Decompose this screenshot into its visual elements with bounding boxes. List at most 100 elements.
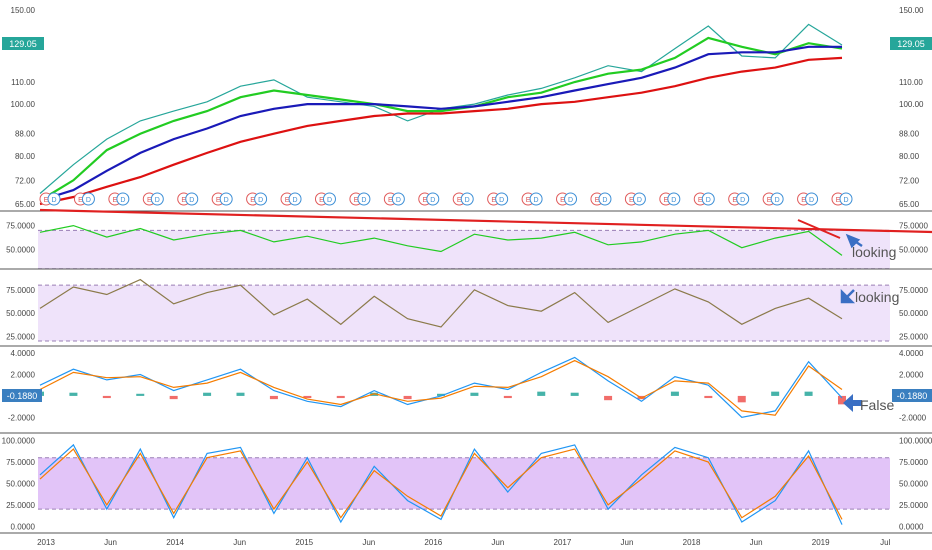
- x-tick-label: Jul: [880, 538, 890, 547]
- y-tick-label-left: 80.00: [15, 152, 36, 161]
- earnings-marker-label: E: [560, 197, 565, 204]
- series-line: [39, 443, 843, 525]
- annotation-looking-2[interactable]: looking: [840, 288, 899, 305]
- dividend-marker-label: D: [568, 197, 573, 204]
- dividend-marker-label: D: [671, 197, 676, 204]
- y-tick-label-left: 75.0000: [6, 286, 35, 295]
- last-price-tag-right-bg: [890, 37, 932, 50]
- dividend-marker[interactable]: [288, 192, 302, 206]
- dividend-marker[interactable]: [529, 192, 543, 206]
- histogram-bar: [771, 391, 780, 396]
- x-tick-label: 2018: [683, 538, 701, 547]
- dividend-marker[interactable]: [47, 192, 61, 206]
- earnings-marker-label: E: [457, 197, 462, 204]
- y-tick-label-left: 75.0000: [6, 458, 35, 467]
- earnings-marker-label: E: [44, 197, 49, 204]
- rsi-trendline-short[interactable]: [797, 219, 841, 239]
- series-line: [39, 356, 843, 418]
- histogram-bar: [136, 393, 145, 396]
- earnings-marker-label: E: [491, 197, 496, 204]
- dividend-marker[interactable]: [839, 192, 853, 206]
- dividend-marker-label: D: [809, 197, 814, 204]
- dividend-marker-label: D: [843, 197, 848, 204]
- dividend-marker[interactable]: [116, 192, 130, 206]
- histogram-bar: [470, 392, 479, 396]
- histogram-bar: [704, 395, 713, 399]
- annotation-false[interactable]: False: [843, 394, 894, 413]
- dividend-marker[interactable]: [805, 192, 819, 206]
- dividend-marker[interactable]: [185, 192, 199, 206]
- dividend-marker-label: D: [189, 197, 194, 204]
- y-tick-label-left: 25.0000: [6, 332, 35, 341]
- y-tick-label-right: 100.0000: [899, 437, 932, 446]
- x-tick-label: 2014: [166, 538, 184, 547]
- dividend-marker-label: D: [293, 197, 298, 204]
- y-tick-label-right: 88.00: [899, 130, 920, 139]
- earnings-marker-label: E: [147, 197, 152, 204]
- arrow-icon: [840, 288, 856, 304]
- earnings-marker-label: E: [181, 197, 186, 204]
- dividend-marker[interactable]: [632, 192, 646, 206]
- series-line: [39, 224, 843, 256]
- dividend-marker-label: D: [86, 197, 91, 204]
- histogram-bar: [604, 395, 613, 401]
- earnings-marker-label: E: [732, 197, 737, 204]
- histogram-bar: [102, 395, 111, 399]
- dividend-marker-label: D: [361, 197, 366, 204]
- dividend-marker[interactable]: [426, 192, 440, 206]
- histogram-bar: [69, 392, 78, 396]
- stochastic-pane[interactable]: 100.0000 100.0000 75.0000 75.0000 50.0000 50.…: [2, 437, 932, 532]
- dividend-marker[interactable]: [391, 192, 405, 206]
- annotation-looking-1-text: looking: [852, 244, 896, 260]
- y-tick-label-left: 150.00: [11, 6, 36, 15]
- rsi-trendline-long[interactable]: [39, 208, 932, 234]
- annotation-looking-2-text: looking: [855, 289, 899, 305]
- y-tick-label-right: 2.0000: [899, 371, 924, 380]
- dividend-marker[interactable]: [254, 192, 268, 206]
- oscillator-pane[interactable]: 75.0000 75.0000 50.0000 50.0000 25.0000 25.00…: [6, 278, 928, 342]
- dividend-marker[interactable]: [357, 192, 371, 206]
- y-tick-label-right: 25.0000: [899, 501, 928, 510]
- dividend-marker-label: D: [465, 197, 470, 204]
- histogram-bar: [804, 391, 813, 396]
- annotation-looking-1[interactable]: looking: [845, 233, 896, 260]
- dividend-marker[interactable]: [150, 192, 164, 206]
- y-tick-label-left: 50.0000: [6, 479, 35, 488]
- earnings-marker-label: E: [285, 197, 290, 204]
- dividend-marker[interactable]: [495, 192, 509, 206]
- x-tick-label: 2017: [554, 538, 572, 547]
- dividend-marker[interactable]: [564, 192, 578, 206]
- dividend-marker[interactable]: [322, 192, 336, 206]
- y-tick-label-right: 72.00: [899, 176, 920, 185]
- earnings-marker-label: E: [319, 197, 324, 204]
- dividend-marker[interactable]: [219, 192, 233, 206]
- earnings-marker-label: E: [388, 197, 393, 204]
- x-tick-label: Jun: [233, 538, 246, 547]
- dividend-marker[interactable]: [736, 192, 750, 206]
- y-tick-label-left: 2.0000: [11, 371, 36, 380]
- series-line: [39, 278, 843, 328]
- y-tick-label-left: 88.00: [15, 130, 36, 139]
- histogram-bar: [537, 391, 546, 396]
- macd-value-tag-right-bg: [892, 389, 932, 402]
- dividend-marker[interactable]: [667, 192, 681, 206]
- histogram-bar: [737, 395, 746, 403]
- dividend-marker-label: D: [740, 197, 745, 204]
- annotation-false-text: False: [860, 397, 894, 413]
- dividend-marker[interactable]: [770, 192, 784, 206]
- histogram-bar: [169, 395, 178, 400]
- y-tick-label-right: 4.0000: [899, 349, 924, 358]
- earnings-marker-label: E: [113, 197, 118, 204]
- dividend-marker[interactable]: [598, 192, 612, 206]
- series-line: [39, 45, 842, 202]
- time-axis[interactable]: 2013 Jun 2014 Jun 2015 Jun 2016 Jun 2017 Jun 2018 J…: [37, 538, 890, 547]
- dividend-marker[interactable]: [81, 192, 95, 206]
- y-tick-label-right: 150.00: [899, 6, 924, 15]
- x-tick-label: 2016: [424, 538, 442, 547]
- dividend-marker[interactable]: [460, 192, 474, 206]
- dividend-marker[interactable]: [701, 192, 715, 206]
- price-pane[interactable]: 150.00 150.00 129.05 129.05 110.00 110.00 100.…: [11, 6, 924, 209]
- histogram-bar: [570, 392, 579, 396]
- earnings-marker-label: E: [629, 197, 634, 204]
